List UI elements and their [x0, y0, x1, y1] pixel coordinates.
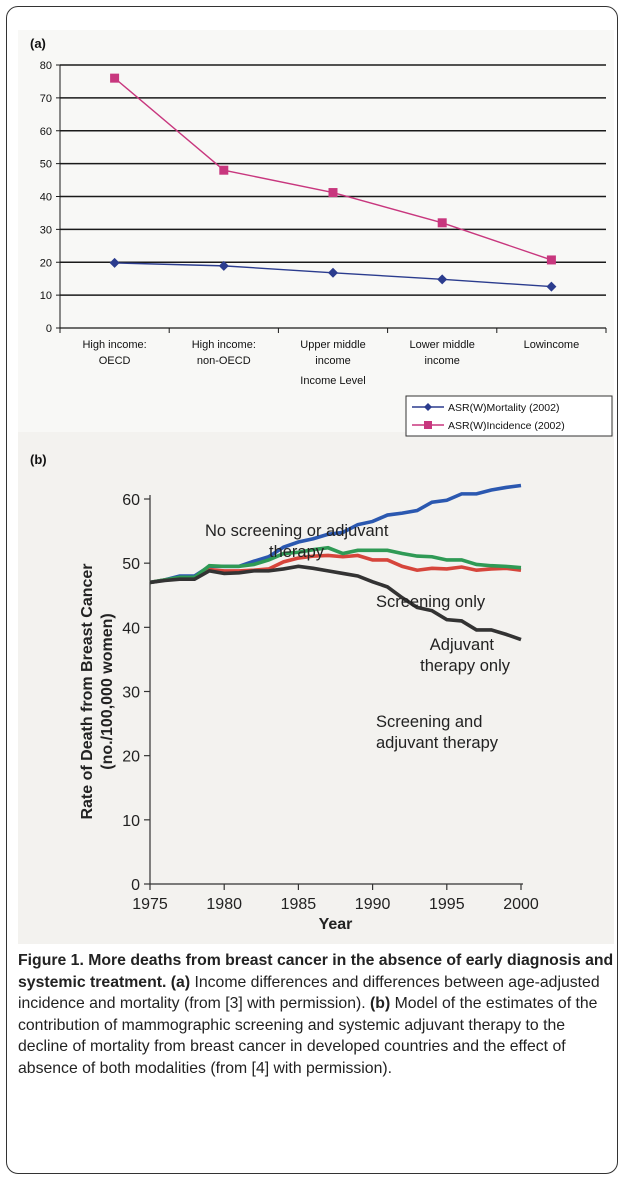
panel-a-label: (a) — [30, 36, 46, 51]
y-tick-label: 30 — [40, 224, 52, 236]
x-tick-label: 1985 — [281, 896, 317, 913]
legend-label: ASR(W)Incidence (2002) — [448, 420, 565, 432]
legend-marker — [424, 421, 432, 429]
data-point — [219, 165, 229, 175]
series-label: Screening only — [376, 593, 486, 611]
y-tick-label: 10 — [122, 813, 140, 830]
category-label: Lower middle — [409, 339, 474, 351]
y-tick-label: 80 — [40, 60, 52, 72]
y-tick-label: 30 — [122, 685, 140, 702]
legend-box — [405, 395, 613, 437]
y-tick-label: 70 — [40, 93, 52, 105]
series-line — [114, 77, 552, 261]
caption-a-text: Income differences and differences betwe… — [18, 973, 600, 1013]
series-label: No screening or adjuvant — [205, 522, 389, 540]
caption-lead: Figure 1. More deaths from breast cancer… — [18, 952, 614, 991]
y-axis-title: (no./100,000 women) — [99, 613, 116, 770]
y-tick-label: 10 — [40, 290, 52, 302]
y-tick-label: 60 — [40, 126, 52, 138]
data-point — [328, 267, 338, 278]
series-label: Screening and — [376, 713, 482, 731]
y-tick-label: 50 — [40, 159, 52, 171]
data-point — [437, 218, 447, 228]
data-point — [328, 188, 338, 198]
series-label: adjuvant therapy — [376, 734, 499, 752]
x-tick-label: 1990 — [355, 896, 391, 913]
data-point — [546, 281, 557, 292]
chart-b: (b) 0 10 20 30 40 50 60 1975 1980 1985 1990 1995 200… — [30, 452, 539, 933]
x-tick-label: 1975 — [132, 896, 168, 913]
x-tick-label: 2000 — [503, 896, 539, 913]
series-line — [149, 564, 522, 642]
series-label: Adjuvant — [430, 636, 495, 654]
data-point — [110, 73, 120, 83]
series-label: therapy only — [420, 657, 511, 675]
caption-b-text: Model of the estimates of the contributi… — [18, 995, 598, 1077]
data-point — [437, 274, 448, 285]
data-point — [218, 260, 229, 271]
x-tick-label: 1995 — [429, 896, 465, 913]
series-line — [149, 545, 522, 585]
y-tick-label: 60 — [122, 492, 140, 509]
y-tick-label: 40 — [122, 620, 140, 637]
y-tick-label: 0 — [46, 323, 52, 335]
panel-b-label: (b) — [30, 452, 47, 467]
panel-b-background — [18, 432, 614, 944]
category-label: Upper middle — [300, 339, 365, 351]
series-label: therapy — [269, 543, 325, 561]
panel-a-background — [18, 30, 614, 432]
legend-label: ASR(W)Mortality (2002) — [448, 402, 559, 414]
category-label: non-OECD — [197, 355, 251, 367]
caption-b-tag: (b) — [370, 995, 391, 1012]
category-label: Lowincome — [524, 339, 580, 351]
y-tick-label: 0 — [131, 877, 140, 894]
caption-a-tag: (a) — [170, 973, 191, 991]
data-point — [546, 255, 556, 265]
x-axis-title: Income Level — [300, 375, 365, 387]
x-tick-label: 1980 — [206, 896, 242, 913]
figure-caption: Figure 1. More deaths from breast cancer… — [18, 950, 614, 1079]
y-tick-label: 20 — [40, 257, 52, 269]
category-label: High income: — [82, 339, 146, 351]
y-tick-label: 20 — [122, 749, 140, 766]
category-label: income — [424, 355, 459, 367]
category-label: High income: — [192, 339, 256, 351]
chart-a: (a) 0 10 20 30 40 50 60 70 80 High income: OECD Hig… — [30, 36, 613, 437]
y-tick-label: 40 — [40, 192, 52, 204]
x-axis-title: Year — [319, 916, 353, 933]
y-axis-title: Rate of Death from Breast Cancer — [79, 563, 96, 819]
y-tick-label: 50 — [122, 556, 140, 573]
legend-marker — [424, 403, 432, 411]
category-label: OECD — [99, 355, 131, 367]
category-label: income — [315, 355, 350, 367]
data-point — [109, 257, 120, 268]
